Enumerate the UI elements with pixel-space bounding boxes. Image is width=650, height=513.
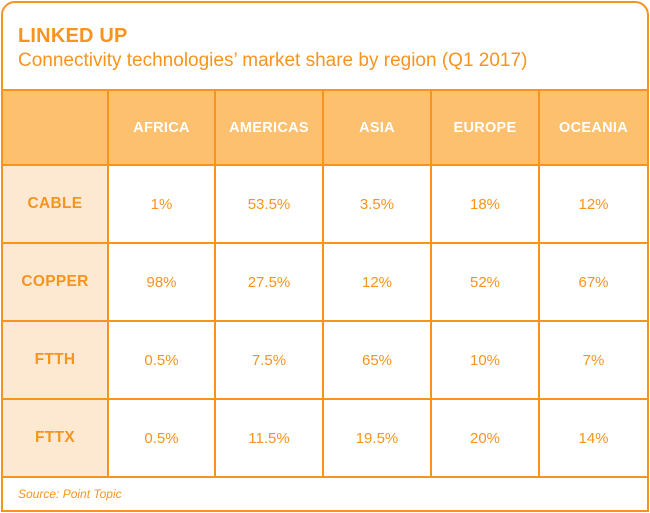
table-cell: 0.5% [107,398,216,478]
corner-cell [1,89,109,166]
table-cell: 98% [107,242,216,322]
table-cell: 67% [538,242,649,322]
table-cell: 19.5% [322,398,432,478]
row-header: CABLE [1,164,109,244]
table-cell: 0.5% [107,320,216,400]
market-share-table: AFRICA AMERICAS ASIA EUROPE OCEANIA CABL… [1,89,649,478]
table-cell: 52% [430,242,540,322]
table-cell: 12% [538,164,649,244]
table-cell: 14% [538,398,649,478]
column-header: EUROPE [430,89,540,166]
source-note: Source: Point Topic [18,487,122,501]
chart-subtitle: Connectivity technologies’ market share … [18,50,528,71]
table-cell: 12% [322,242,432,322]
column-header: OCEANIA [538,89,649,166]
table-cell: 65% [322,320,432,400]
row-header: FTTH [1,320,109,400]
table-row: FTTH 0.5% 7.5% 65% 10% 7% [1,320,649,400]
row-header: FTTX [1,398,109,478]
table-cell: 7% [538,320,649,400]
table-row: CABLE 1% 53.5% 3.5% 18% 12% [1,164,649,244]
table-cell: 10% [430,320,540,400]
table-cell: 53.5% [214,164,324,244]
table-cell: 20% [430,398,540,478]
table-cell: 11.5% [214,398,324,478]
table-cell: 7.5% [214,320,324,400]
table-cell: 3.5% [322,164,432,244]
header-row: AFRICA AMERICAS ASIA EUROPE OCEANIA [1,89,649,166]
column-header: AMERICAS [214,89,324,166]
table-cell: 18% [430,164,540,244]
column-header: ASIA [322,89,432,166]
table-cell: 1% [107,164,216,244]
column-header: AFRICA [107,89,216,166]
table-row: FTTX 0.5% 11.5% 19.5% 20% 14% [1,398,649,478]
row-header: COPPER [1,242,109,322]
table-cell: 27.5% [214,242,324,322]
chart-title: LINKED UP [18,25,128,47]
table-row: COPPER 98% 27.5% 12% 52% 67% [1,242,649,322]
